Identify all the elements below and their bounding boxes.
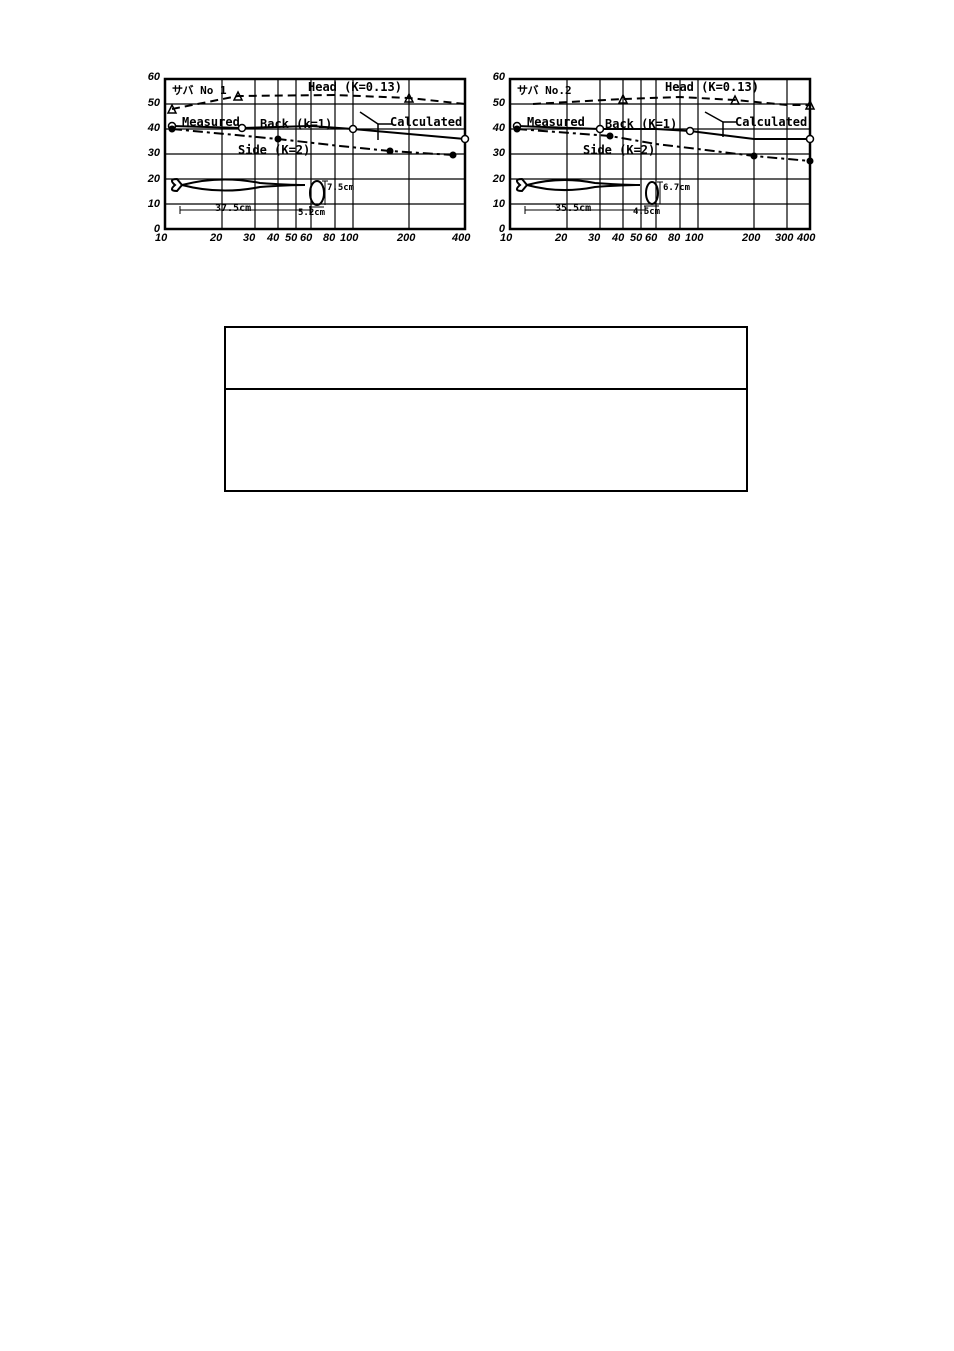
title-right: サバ No.2 xyxy=(517,82,572,98)
y-tick-40r: 40 xyxy=(487,122,505,134)
label-side-right: Side (K=2) xyxy=(583,143,655,157)
label-head-left: Head (K=0.13) xyxy=(308,80,402,94)
chart-right: 60 50 40 30 20 10 0 10 20 30 40 50 60 80… xyxy=(505,75,825,250)
y-tick-60: 60 xyxy=(142,71,160,83)
cross-h-right: 6.7cm xyxy=(663,183,690,193)
label-head-right: Head (K=0.13) xyxy=(665,80,759,94)
label-calculated-right: Calculated xyxy=(735,115,807,129)
fish-len-right: 35.5cm xyxy=(555,203,591,214)
chart-right-svg xyxy=(505,75,825,250)
box-divider xyxy=(226,388,746,390)
label-measured-right: Measured xyxy=(527,115,585,129)
chart-left: 60 50 40 30 20 10 0 10 20 30 40 50 60 80… xyxy=(160,75,480,250)
y-tick-30r: 30 xyxy=(487,147,505,159)
label-calculated-left: Calculated xyxy=(390,115,462,129)
label-measured-left: Measured xyxy=(182,115,240,129)
y-tick-40: 40 xyxy=(142,122,160,134)
label-side-left: Side (K=2) xyxy=(238,143,310,157)
cross-h-left: 7.5cm xyxy=(327,183,354,193)
label-back-right: Back (K=1) xyxy=(605,117,677,131)
y-tick-30: 30 xyxy=(142,147,160,159)
y-tick-20: 20 xyxy=(142,173,160,185)
title-left: サバ No 1 xyxy=(172,82,227,98)
cross-w-right: 4.5cm xyxy=(633,207,660,217)
chart-left-svg xyxy=(160,75,480,250)
empty-box xyxy=(224,326,748,492)
y-tick-60r: 60 xyxy=(487,71,505,83)
cross-w-left: 5.2cm xyxy=(298,208,325,218)
y-tick-20r: 20 xyxy=(487,173,505,185)
fish-len-left: 37.5cm xyxy=(215,203,251,214)
y-tick-50: 50 xyxy=(142,97,160,109)
label-back-left: Back (k=1) xyxy=(260,117,332,131)
y-tick-50r: 50 xyxy=(487,97,505,109)
y-tick-10: 10 xyxy=(142,198,160,210)
y-tick-10r: 10 xyxy=(487,198,505,210)
